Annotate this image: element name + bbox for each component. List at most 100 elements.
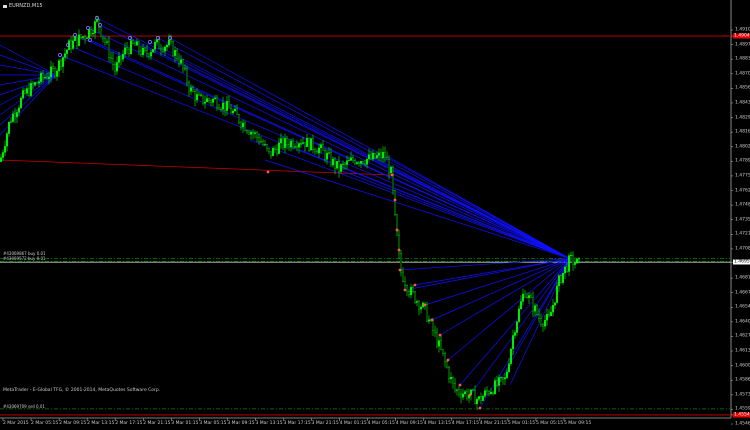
candle-body xyxy=(16,112,18,118)
order-marker xyxy=(266,170,270,174)
time-tick: 5 Mar 05:15 xyxy=(535,421,564,426)
candle-body xyxy=(90,29,92,35)
candle-body xyxy=(410,287,412,296)
order-label[interactable]: #43069867 buy 0.01 xyxy=(3,250,46,256)
candle-body xyxy=(278,142,280,154)
price-tick: 1.48430 xyxy=(735,100,750,106)
candle-body xyxy=(354,160,356,164)
candle-body xyxy=(478,396,480,400)
candle-body xyxy=(368,154,370,160)
candle-body xyxy=(294,146,296,148)
candle-body xyxy=(446,361,448,368)
candle-body xyxy=(136,41,138,46)
fan-line xyxy=(404,258,571,291)
candle-body xyxy=(386,157,388,160)
price-tick: 1.46675 xyxy=(735,290,750,296)
candle-body xyxy=(564,266,566,274)
candle-body xyxy=(78,34,80,46)
candle-body xyxy=(472,389,474,391)
candle-body xyxy=(298,143,300,148)
order-marker xyxy=(446,358,450,362)
fan-line xyxy=(509,258,571,386)
candle-body xyxy=(8,121,10,134)
order-marker xyxy=(88,38,92,42)
candle-body xyxy=(286,138,288,145)
candle-body xyxy=(242,122,244,128)
order-marker xyxy=(430,318,434,322)
price-tick: 1.46957 xyxy=(733,259,750,265)
order-marker xyxy=(73,33,77,37)
candle-body xyxy=(512,335,514,350)
price-tick: 1.46135 xyxy=(735,348,750,354)
candle-body xyxy=(198,94,200,96)
fan-line xyxy=(431,258,571,321)
time-tick: 3 Mar 01:15 xyxy=(171,421,199,426)
candle-body xyxy=(148,53,150,57)
candle-body xyxy=(364,163,366,165)
fan-line xyxy=(494,258,571,391)
candle-body xyxy=(530,295,532,298)
time-tick: 2 Mar 09:15 xyxy=(59,421,87,426)
fan-line xyxy=(169,37,571,259)
order-marker xyxy=(95,16,99,20)
candle-body xyxy=(56,70,58,77)
candle-body xyxy=(220,108,222,110)
order-marker xyxy=(423,303,427,307)
time-tick: 4 Mar 05:15 xyxy=(367,421,395,426)
candle-body xyxy=(568,255,570,272)
candle-body xyxy=(400,253,402,273)
price-tick: 1.47350 xyxy=(735,217,750,223)
candle-body xyxy=(538,314,540,319)
candle-body xyxy=(552,305,554,313)
candle-body xyxy=(110,57,112,59)
candle-body xyxy=(380,152,382,159)
candle-body xyxy=(70,40,72,49)
candle-body xyxy=(102,36,104,39)
candle-body xyxy=(14,113,16,118)
candle-body xyxy=(0,157,2,162)
fan-line xyxy=(0,44,57,76)
candle-body xyxy=(464,391,466,395)
order-label[interactable]: #43069709 sell 0.01 xyxy=(3,403,45,409)
candle-body xyxy=(46,77,48,79)
fan-line xyxy=(384,154,571,259)
candle-body xyxy=(376,155,378,159)
candle-body xyxy=(42,73,44,79)
candle-body xyxy=(520,301,522,310)
candle-body xyxy=(180,59,182,64)
candle-body xyxy=(284,138,286,148)
price-tick: 1.46405 xyxy=(735,319,750,325)
candle-body xyxy=(330,152,332,166)
time-tick: 2 Mar 05:15 xyxy=(31,421,59,426)
candle-body xyxy=(60,60,62,67)
chart-title: EURNZD,M15 xyxy=(3,3,43,9)
candle-body xyxy=(428,319,430,322)
candle-body xyxy=(186,68,188,83)
candle-body xyxy=(6,133,8,147)
candle-body xyxy=(20,97,22,109)
candle-body xyxy=(188,82,190,92)
candle-body xyxy=(502,377,504,380)
candle-body xyxy=(36,82,38,84)
order-marker xyxy=(403,288,407,292)
candle-body xyxy=(542,324,544,327)
time-tick: 4 Mar 01:15 xyxy=(339,421,367,426)
candle-body xyxy=(344,163,346,165)
order-marker xyxy=(66,43,70,47)
candle-body xyxy=(170,39,172,42)
order-label[interactable]: #43069572 buy 0.01 xyxy=(3,255,46,261)
candle-body xyxy=(476,398,478,405)
order-marker xyxy=(168,36,172,40)
price-tick: 1.45595 xyxy=(735,406,750,412)
candle-body xyxy=(10,121,12,123)
candle-body xyxy=(202,94,204,104)
candle-body xyxy=(212,98,214,103)
candle-body xyxy=(276,149,278,154)
candle-body xyxy=(418,301,420,310)
candle-body xyxy=(548,314,550,317)
candle-body xyxy=(482,396,484,401)
candle-body xyxy=(494,380,496,395)
window-menu-icon[interactable] xyxy=(3,4,7,8)
candle-body xyxy=(466,391,468,399)
